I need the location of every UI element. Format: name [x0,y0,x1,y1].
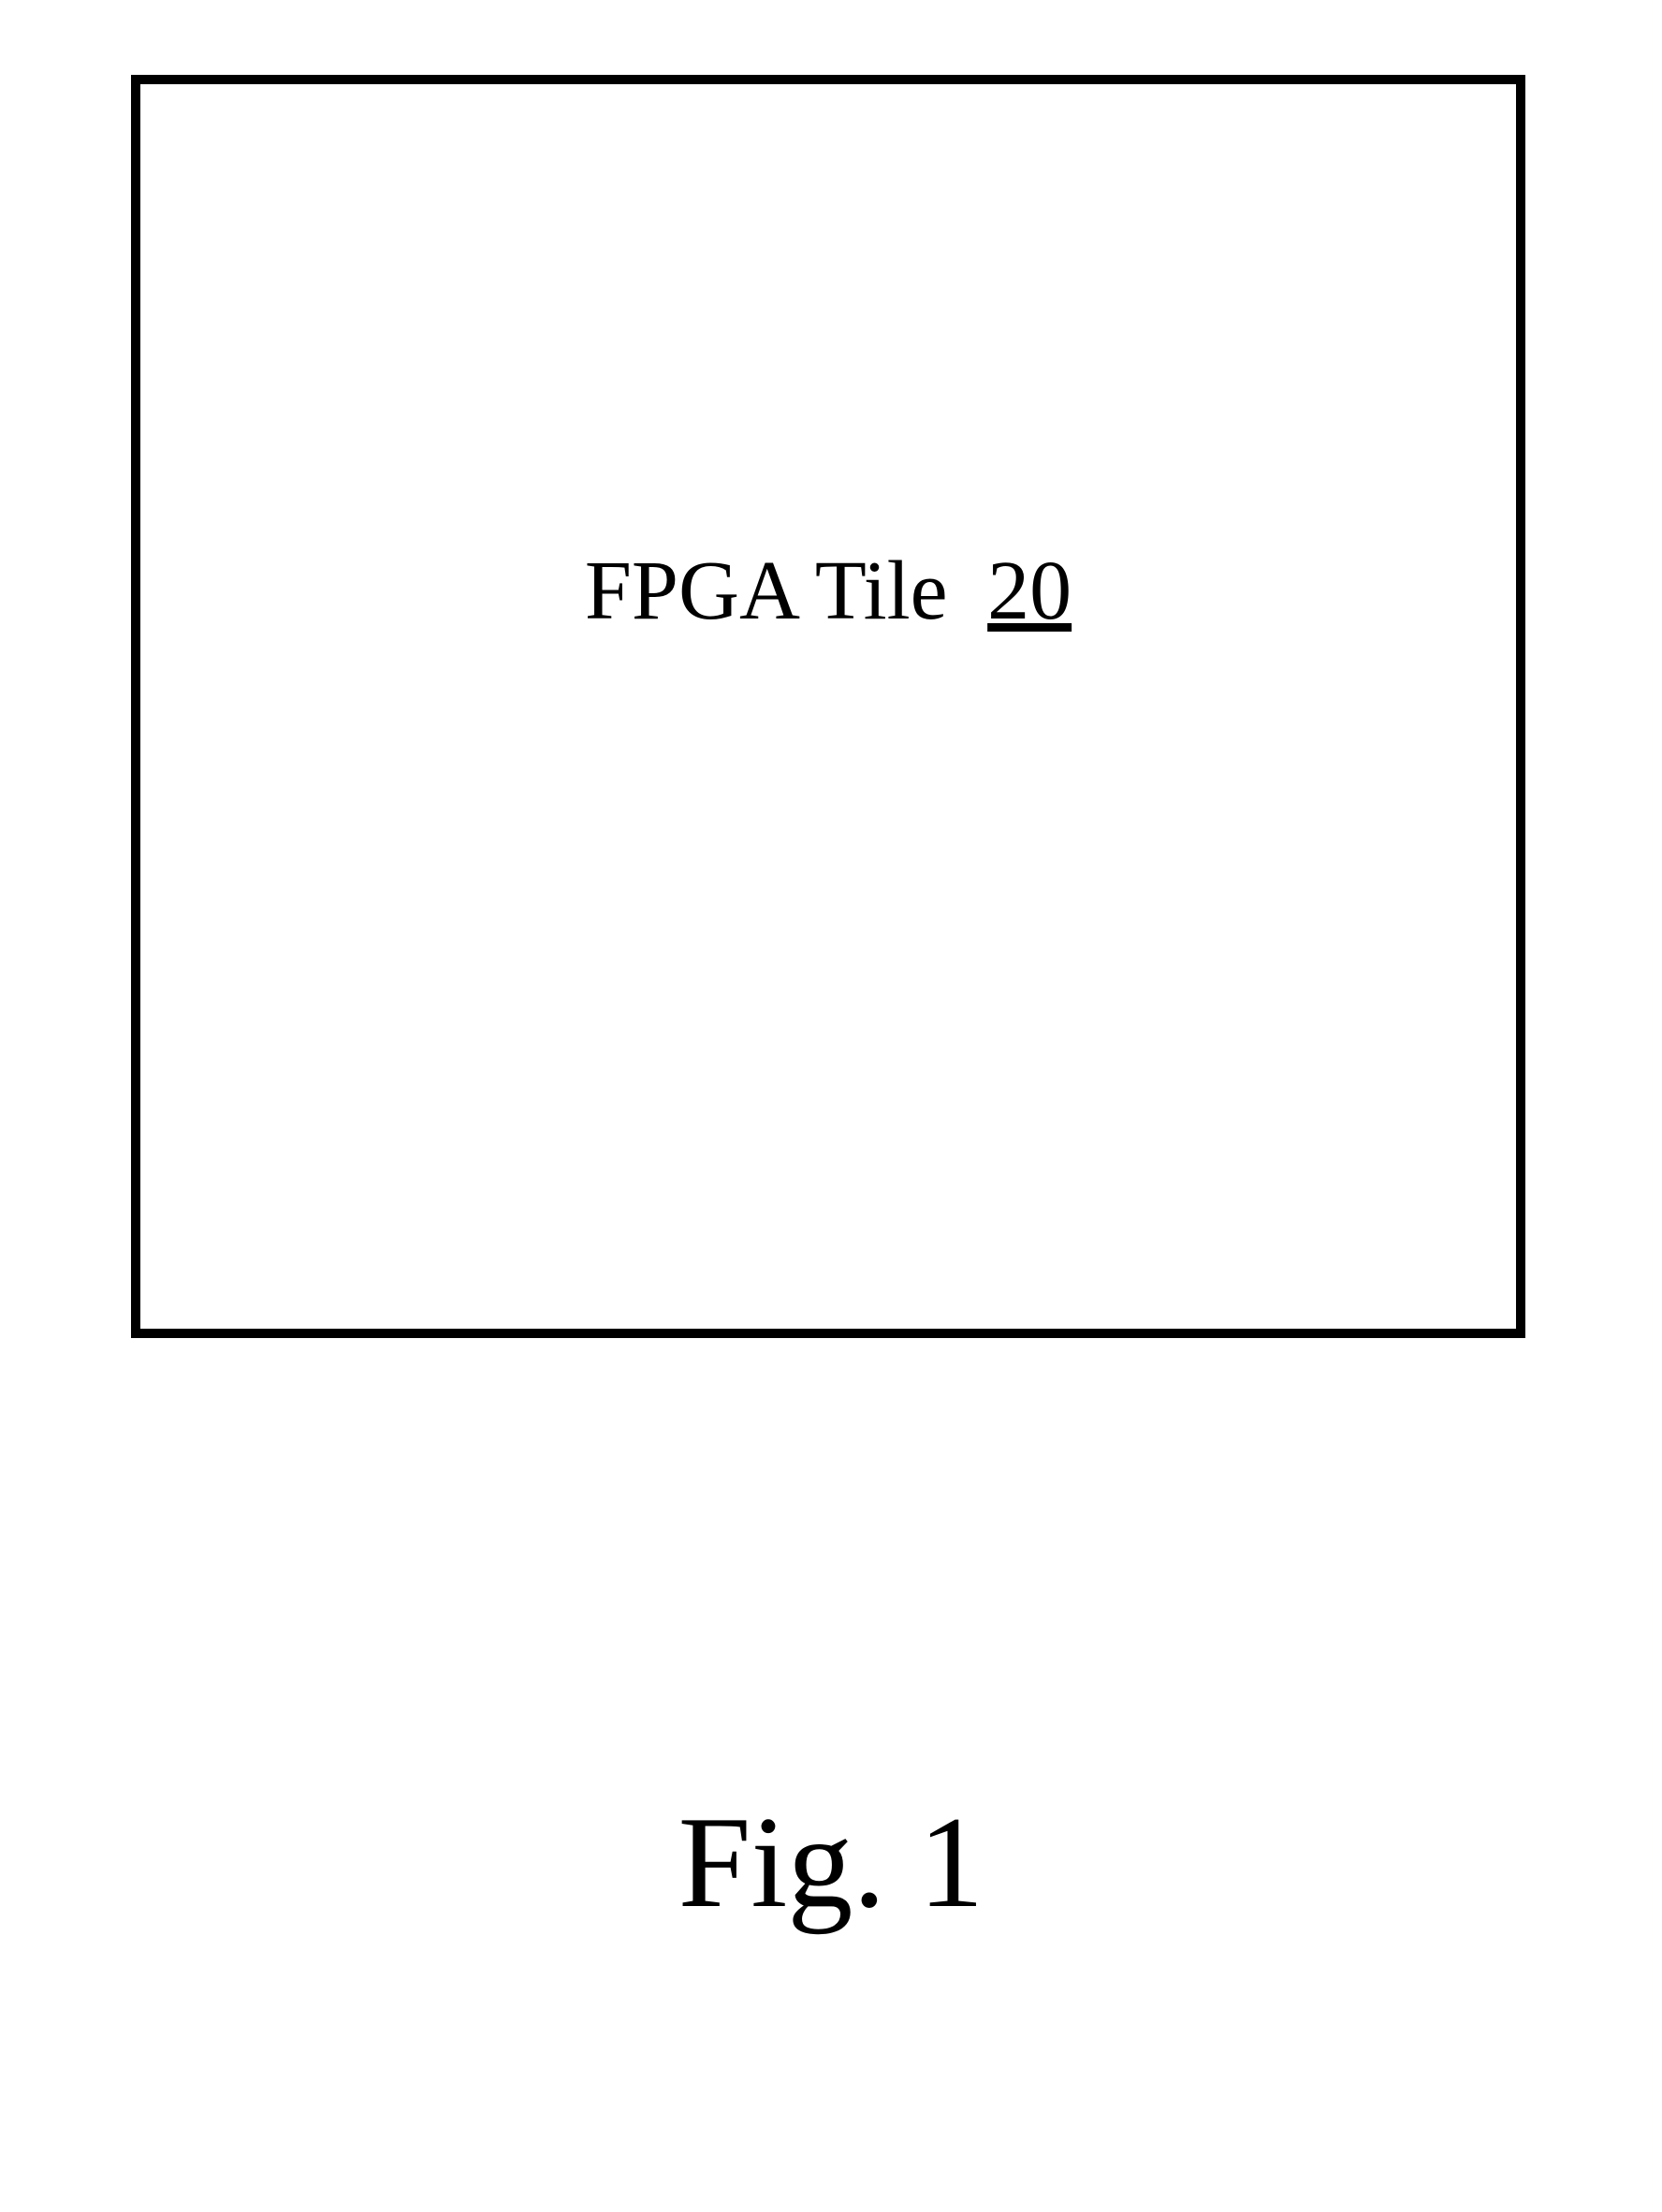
box-label-number: 20 [987,545,1072,637]
box-label: FPGA Tile 20 [140,543,1516,639]
figure-caption: Fig. 1 [0,1787,1662,1938]
figure-container: FPGA Tile 20 [131,75,1525,1338]
box-label-text: FPGA Tile [585,545,948,637]
fpga-tile-box: FPGA Tile 20 [131,75,1525,1338]
